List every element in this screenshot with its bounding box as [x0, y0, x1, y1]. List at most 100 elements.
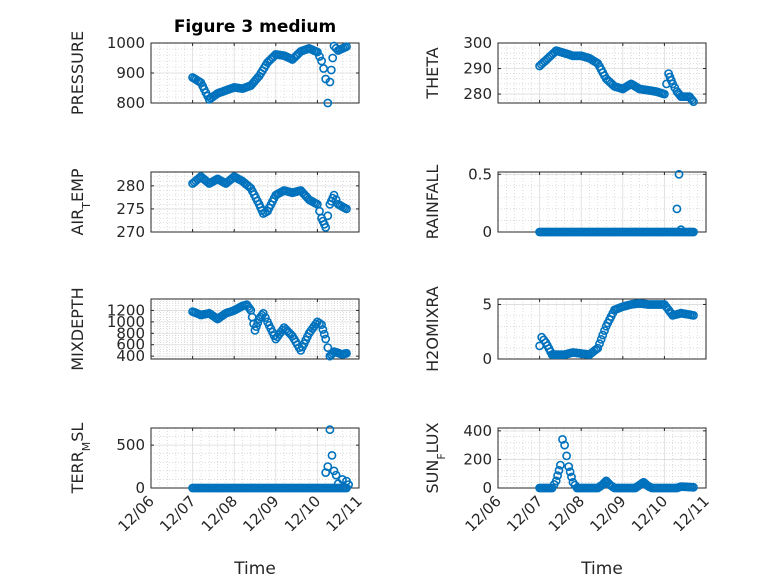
data-point: [562, 451, 571, 461]
data-point: [311, 319, 321, 329]
data-point: [325, 77, 335, 87]
x-tick-label: 12/09: [239, 492, 282, 535]
subplot-1: 800 900 1000 PRESSURE Figure 3 medium: [68, 17, 360, 115]
y-tick-label: 400: [463, 422, 492, 440]
data-point: [600, 326, 609, 335]
data-series: [535, 169, 698, 237]
data-point: [321, 222, 331, 232]
y-tick-label: 200: [463, 450, 492, 468]
data-point: [327, 450, 337, 460]
data-point: [674, 169, 684, 179]
data-point: [565, 467, 575, 477]
y-tick-label: 290: [463, 60, 492, 78]
data-point: [553, 471, 562, 480]
y-tick-label: 600: [116, 336, 145, 354]
y-tick-label: 800: [116, 94, 145, 112]
x-tick-label: 12/10: [628, 492, 671, 535]
data-point: [329, 466, 339, 476]
x-tick-label: 12/10: [281, 492, 324, 535]
data-point: [323, 462, 333, 471]
y-tick-label: 500: [116, 436, 145, 454]
y-tick-label: 300: [463, 34, 492, 52]
y-tick-label: 1000: [107, 34, 145, 52]
data-series: [188, 172, 351, 232]
data-point: [567, 472, 576, 482]
data-point: [312, 47, 322, 57]
data-point: [672, 204, 682, 214]
data-point: [329, 190, 339, 200]
data-point: [319, 329, 329, 339]
y-tick-label: 275: [116, 200, 145, 218]
data-point: [323, 343, 333, 352]
subplot-3: 270 275 280 AIRTEMP: [68, 168, 360, 241]
data-point: [556, 460, 565, 470]
data-series: [188, 300, 351, 361]
data-point: [344, 480, 353, 489]
data-point: [564, 462, 574, 471]
y-tick-label: 0: [482, 350, 492, 368]
x-tick-label: 12/11: [670, 492, 713, 535]
subplot-6: 0 5 H2OMIXRA: [423, 286, 707, 372]
y-tick-label: 280: [116, 177, 145, 195]
data-point: [342, 204, 351, 214]
data-point: [325, 425, 335, 435]
x-tick-label: 12/07: [156, 492, 199, 535]
subplot-4: 0 0.5 RAINFALL: [423, 165, 707, 241]
y-tick-label: 0: [482, 479, 492, 497]
y-axis-label: THETA: [423, 47, 442, 99]
data-point: [560, 440, 569, 450]
y-axis-label: MIXDEPTH: [68, 287, 87, 370]
y-axis-label: H2OMIXRA: [423, 286, 442, 372]
y-tick-label: 0: [482, 223, 492, 241]
data-point: [660, 89, 669, 99]
x-axis-label: Time: [233, 559, 276, 579]
axes-box: [150, 298, 360, 360]
x-tick-label: 12/09: [586, 492, 629, 535]
data-point: [342, 42, 351, 51]
data-point: [317, 320, 326, 330]
grid: [498, 428, 706, 489]
y-axis-label: TERRMSL: [68, 423, 93, 495]
axes-background: [150, 427, 360, 489]
axes-background: [150, 298, 360, 360]
data-point: [551, 476, 561, 486]
x-axis-label: Time: [580, 559, 623, 579]
data-point: [342, 348, 351, 358]
data-series: [535, 434, 698, 493]
y-tick-label: 0: [135, 479, 145, 497]
x-tick-label: 12/08: [198, 492, 241, 535]
data-series: [188, 41, 351, 108]
data-point: [323, 98, 333, 108]
data-point: [593, 343, 603, 353]
y-axis-label: AIRTEMP: [68, 168, 93, 235]
y-axis-label: RAINFALL: [423, 165, 442, 240]
grid: [151, 298, 359, 359]
y-tick-label: 0.5: [468, 165, 492, 183]
y-tick-label: 5: [482, 295, 492, 313]
data-point: [315, 52, 324, 61]
data-point: [323, 211, 333, 221]
y-axis-label: PRESSURE: [68, 31, 87, 115]
data-point: [596, 334, 606, 344]
data-point: [595, 339, 604, 349]
y-tick-label: 270: [116, 223, 145, 241]
x-tick-label: 12/08: [545, 492, 588, 535]
data-point: [331, 470, 341, 480]
data-series: [535, 298, 698, 359]
y-tick-label: 280: [463, 85, 492, 103]
axes-box: [497, 42, 707, 104]
axes-box: [497, 298, 707, 360]
y-tick-label: 400: [116, 347, 145, 365]
data-point: [689, 310, 698, 320]
x-tick-label: 12/06: [462, 492, 505, 535]
data-point: [689, 97, 698, 107]
axes-background: [497, 427, 707, 489]
data-point: [676, 225, 686, 235]
data-point: [258, 308, 268, 318]
y-axis-label: SUNFLUX: [423, 422, 448, 493]
data-point: [687, 95, 697, 105]
subplot-2: 280 290 300 THETA: [423, 34, 707, 107]
